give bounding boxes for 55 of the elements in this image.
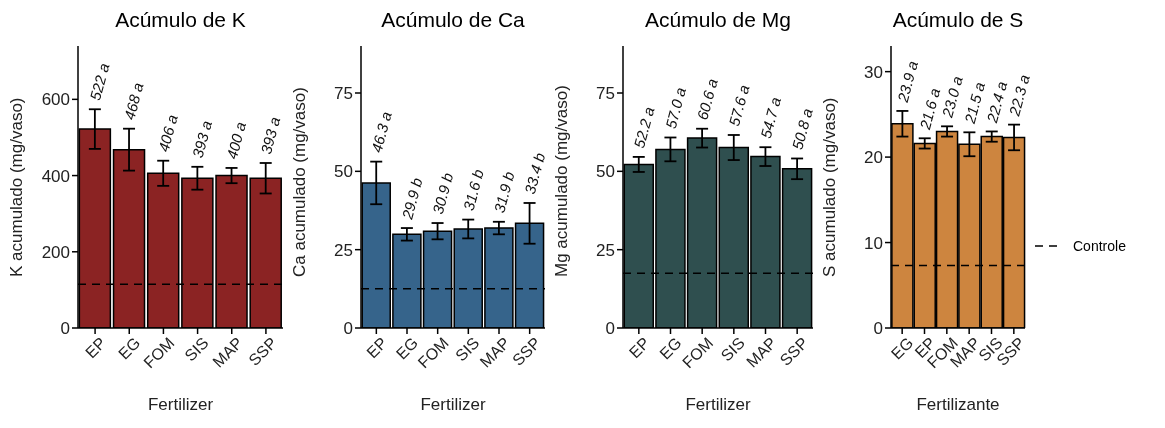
x-axis-title: Fertilizer bbox=[685, 395, 751, 414]
y-tick-label: 75 bbox=[334, 84, 353, 104]
y-axis-title: Mg acumulado (mg/vaso) bbox=[552, 85, 572, 277]
y-axis-title: S acumulado (mg/vaso) bbox=[820, 97, 840, 277]
x-axis-title: Fertilizer bbox=[147, 395, 214, 414]
data-label: 393 a bbox=[188, 118, 215, 160]
data-label: 400 a bbox=[223, 120, 250, 161]
data-label: 29.9 b bbox=[398, 176, 426, 222]
chart-title: Acúmulo de S bbox=[891, 8, 1025, 33]
data-label: 31.6 b bbox=[459, 167, 487, 213]
y-axis-title: Ca acumulado (mg/vaso) bbox=[290, 87, 310, 277]
x-tick-label: SIS bbox=[181, 334, 212, 365]
y-tick-label: 200 bbox=[41, 242, 70, 262]
y-tick-label: 0 bbox=[343, 319, 353, 339]
y-tick-label: 25 bbox=[334, 240, 353, 260]
data-label: 406 a bbox=[154, 112, 181, 154]
y-tick-label: 0 bbox=[873, 319, 883, 339]
data-label: 54.7 a bbox=[756, 95, 785, 140]
x-tick-label: SSP bbox=[245, 334, 281, 369]
y-tick-label: 400 bbox=[41, 166, 70, 186]
y-tick-label: 600 bbox=[41, 90, 70, 110]
y-tick-label: 30 bbox=[864, 62, 883, 82]
y-axis-title: K acumulado (mg/vaso) bbox=[7, 97, 27, 277]
y-tick-label: 0 bbox=[605, 319, 615, 339]
legend-label: Controle bbox=[1073, 238, 1126, 254]
chart-title: Acúmulo de Mg bbox=[644, 8, 792, 33]
x-tick-label: EP bbox=[82, 334, 110, 362]
y-tick-label: 50 bbox=[596, 162, 615, 182]
data-label: 57.0 a bbox=[661, 85, 690, 131]
x-tick-label: EP bbox=[363, 334, 391, 362]
x-tick-label: SSP bbox=[509, 334, 544, 369]
y-tick-label: 75 bbox=[596, 84, 615, 104]
data-label: 46.3 a bbox=[367, 109, 395, 155]
data-label: 60.6 a bbox=[693, 76, 721, 122]
y-tick-label: 20 bbox=[864, 148, 883, 168]
x-axis-title: Fertilizante bbox=[916, 395, 1000, 414]
data-label: 393 a bbox=[257, 115, 284, 156]
x-tick-label: EP bbox=[625, 334, 653, 362]
data-label: 30.9 b bbox=[429, 171, 457, 216]
x-tick-label: EG bbox=[115, 334, 144, 363]
data-label: 31.9 b bbox=[490, 169, 518, 215]
chart-title: Acúmulo de K bbox=[114, 8, 247, 33]
chart-title: Acúmulo de Ca bbox=[380, 8, 526, 33]
y-tick-label: 25 bbox=[596, 240, 615, 260]
data-label: 33.4 b bbox=[521, 151, 549, 196]
data-label: 468 a bbox=[120, 80, 147, 122]
y-tick-label: 50 bbox=[334, 162, 353, 182]
y-tick-label: 0 bbox=[60, 319, 70, 339]
data-label: 50.8 a bbox=[788, 106, 816, 152]
data-label: 522 a bbox=[86, 61, 113, 103]
data-label: 52.2 a bbox=[630, 105, 658, 150]
y-tick-label: 10 bbox=[864, 233, 883, 253]
x-tick-label: SSP bbox=[776, 334, 812, 369]
data-label: 57.6 a bbox=[725, 83, 753, 128]
x-axis-title: Fertilizer bbox=[420, 395, 486, 414]
